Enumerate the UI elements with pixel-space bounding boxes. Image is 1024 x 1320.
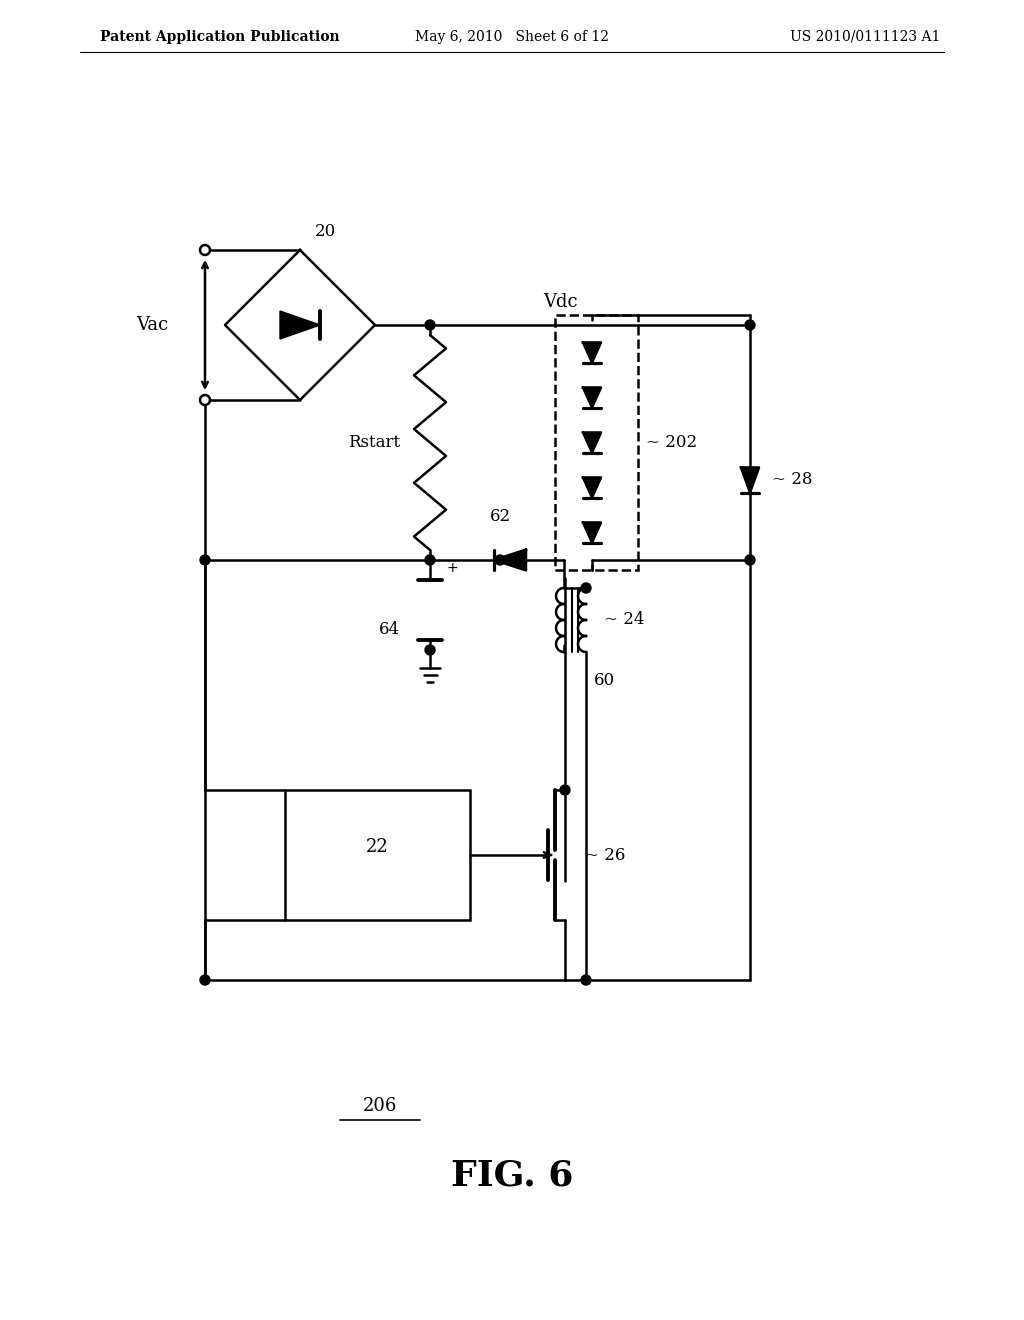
Circle shape — [495, 554, 505, 565]
Polygon shape — [741, 467, 759, 492]
Text: +: + — [447, 561, 459, 576]
Circle shape — [745, 554, 755, 565]
Text: FIG. 6: FIG. 6 — [451, 1158, 573, 1192]
Circle shape — [200, 246, 210, 255]
Circle shape — [745, 319, 755, 330]
Circle shape — [560, 785, 570, 795]
Circle shape — [200, 395, 210, 405]
Polygon shape — [583, 342, 601, 363]
Text: 62: 62 — [489, 508, 511, 525]
Bar — [285, 789, 470, 920]
Text: 64: 64 — [379, 622, 400, 639]
Text: May 6, 2010   Sheet 6 of 12: May 6, 2010 Sheet 6 of 12 — [415, 30, 609, 44]
Polygon shape — [583, 433, 601, 453]
Circle shape — [200, 975, 210, 985]
Circle shape — [425, 554, 435, 565]
Bar — [555, 315, 638, 570]
Text: ~ 202: ~ 202 — [646, 434, 697, 451]
Polygon shape — [583, 523, 601, 543]
Text: Patent Application Publication: Patent Application Publication — [100, 30, 340, 44]
Circle shape — [425, 645, 435, 655]
Polygon shape — [494, 549, 526, 570]
Circle shape — [581, 975, 591, 985]
Text: Vdc: Vdc — [543, 293, 578, 312]
Polygon shape — [583, 388, 601, 408]
Text: 60: 60 — [594, 672, 615, 689]
Text: 20: 20 — [315, 223, 336, 240]
Text: Vac: Vac — [136, 315, 168, 334]
Text: Rstart: Rstart — [348, 434, 400, 451]
Polygon shape — [280, 312, 319, 339]
Text: 206: 206 — [362, 1097, 397, 1115]
Text: ~ 28: ~ 28 — [772, 471, 812, 488]
Text: ~ 24: ~ 24 — [604, 611, 644, 628]
Text: 22: 22 — [367, 838, 389, 855]
Text: US 2010/0111123 A1: US 2010/0111123 A1 — [790, 30, 940, 44]
Circle shape — [581, 583, 591, 593]
Circle shape — [200, 554, 210, 565]
Circle shape — [425, 319, 435, 330]
Text: ~ 26: ~ 26 — [585, 846, 626, 863]
Polygon shape — [583, 478, 601, 498]
